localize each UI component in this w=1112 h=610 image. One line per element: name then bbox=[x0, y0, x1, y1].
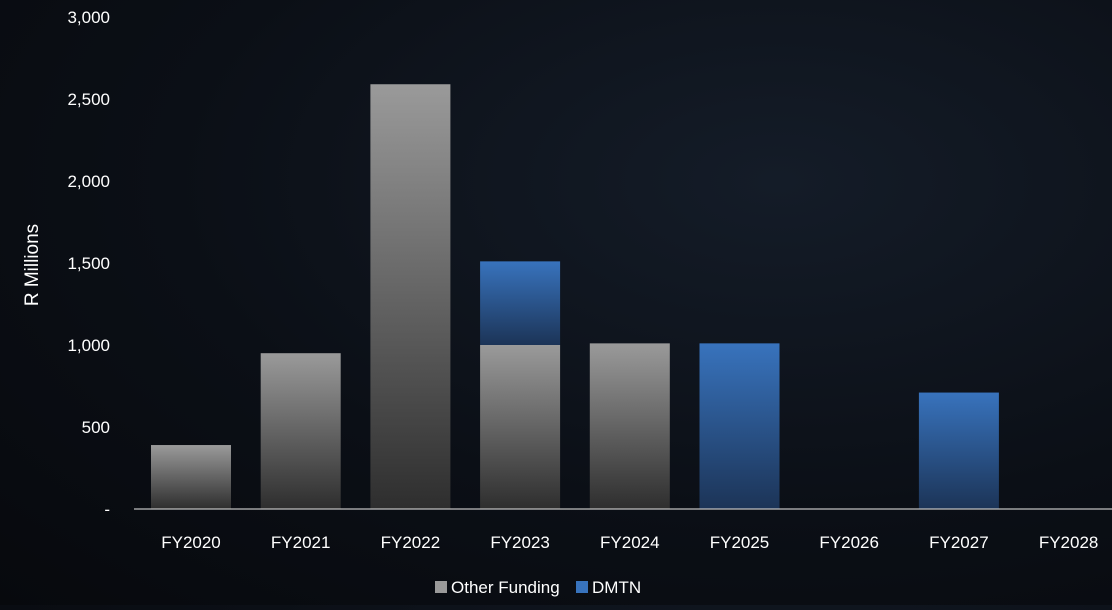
x-tick-label: FY2022 bbox=[381, 533, 441, 552]
x-tick-label: FY2028 bbox=[1039, 533, 1099, 552]
legend-label-other-funding: Other Funding bbox=[451, 578, 560, 597]
x-tick-label: FY2024 bbox=[600, 533, 660, 552]
x-tick-label: FY2021 bbox=[271, 533, 331, 552]
x-tick-label: FY2026 bbox=[819, 533, 879, 552]
legend: Other Funding DMTN bbox=[435, 578, 641, 597]
x-tick-label: FY2020 bbox=[161, 533, 221, 552]
bar-dmtn-fy2027 bbox=[918, 392, 999, 509]
y-tick-label: 3,000 bbox=[67, 8, 110, 27]
bar-dmtn-fy2023 bbox=[480, 261, 561, 345]
bar-other-funding-fy2021 bbox=[260, 353, 341, 509]
x-tick-label: FY2023 bbox=[490, 533, 550, 552]
bars-group bbox=[151, 84, 999, 510]
bar-other-funding-fy2022 bbox=[370, 84, 451, 510]
y-tick-label: 1,000 bbox=[67, 336, 110, 355]
y-axis-tick-labels: - 500 1,000 1,500 2,000 2,500 3,000 bbox=[67, 8, 110, 519]
bar-dmtn-fy2025 bbox=[699, 343, 780, 509]
bar-other-funding-fy2020 bbox=[151, 445, 231, 509]
legend-label-dmtn: DMTN bbox=[592, 578, 641, 597]
y-tick-label: 2,500 bbox=[67, 90, 110, 109]
x-axis-tick-labels: FY2020 FY2021 FY2022 FY2023 FY2024 FY2025 FY20… bbox=[161, 533, 1098, 552]
y-tick-label: 2,000 bbox=[67, 172, 110, 191]
legend-swatch-dmtn bbox=[576, 581, 588, 593]
x-tick-label: FY2025 bbox=[710, 533, 770, 552]
y-tick-label: 500 bbox=[82, 418, 110, 437]
y-tick-label: - bbox=[104, 500, 110, 519]
bar-other-funding-fy2023 bbox=[480, 345, 561, 509]
bar-other-funding-fy2024 bbox=[589, 343, 670, 509]
y-tick-label: 1,500 bbox=[67, 254, 110, 273]
y-axis-label: R Millions bbox=[22, 224, 43, 306]
legend-swatch-other-funding bbox=[435, 581, 447, 593]
x-tick-label: FY2027 bbox=[929, 533, 989, 552]
